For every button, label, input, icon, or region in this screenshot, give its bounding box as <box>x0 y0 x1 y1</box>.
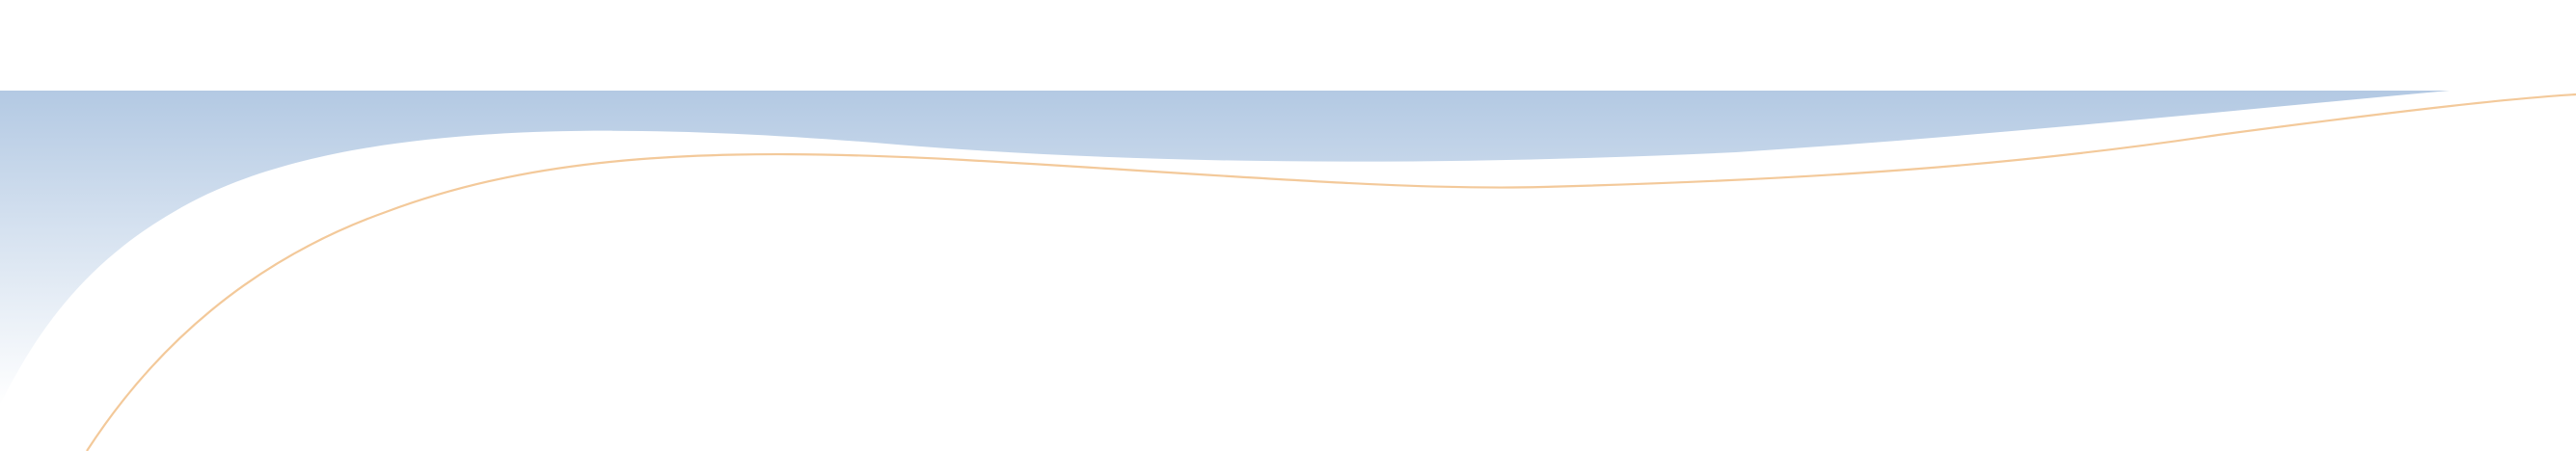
accent-curve-line <box>86 93 2576 451</box>
gradient-wave-band <box>0 91 2450 405</box>
